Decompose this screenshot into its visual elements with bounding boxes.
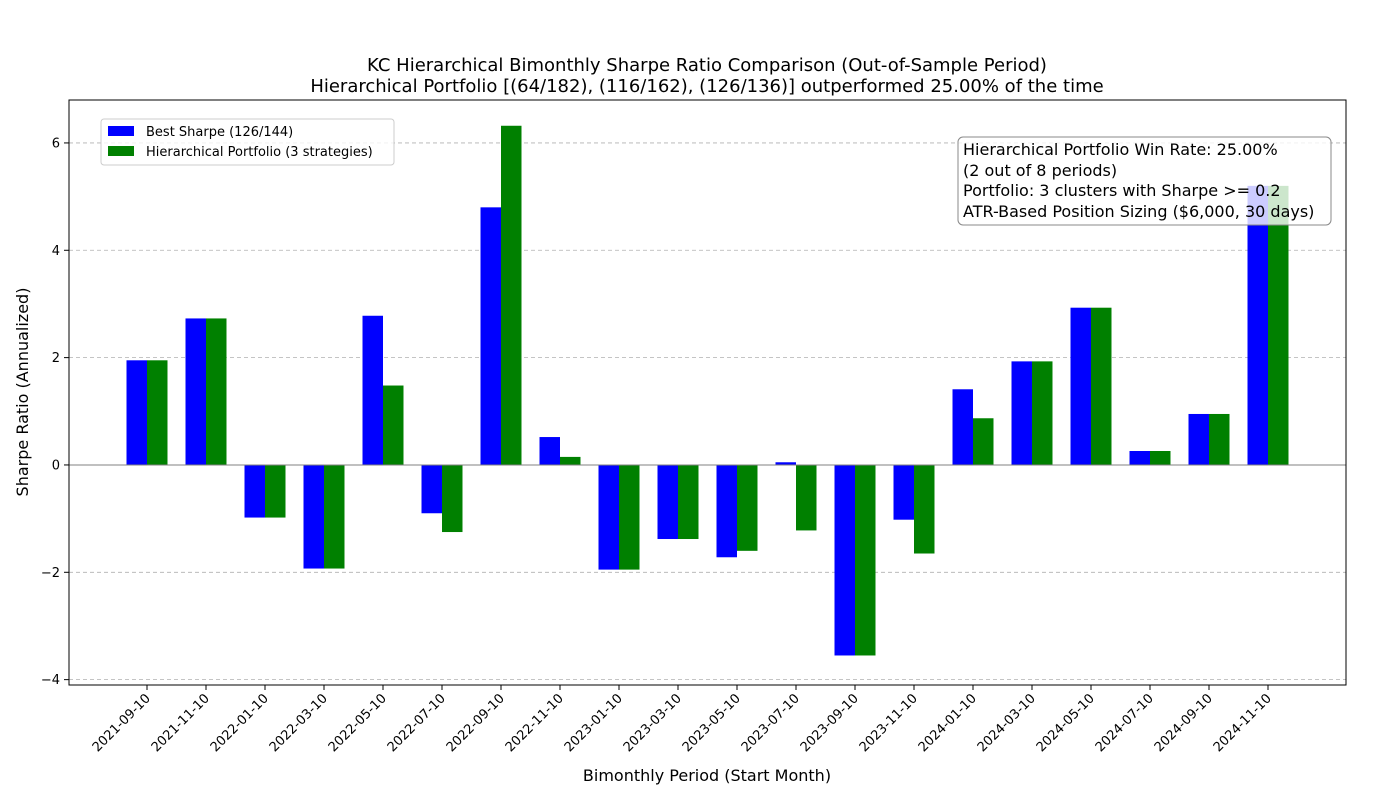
bar-hierarchical-portfolio-2022-05-10: [383, 385, 404, 465]
legend-swatch-best-sharpe: [108, 126, 134, 136]
y-tick-label: −2: [41, 566, 60, 581]
bar-hierarchical-portfolio-2022-09-10: [501, 125, 522, 465]
bar-best-sharpe-2023-05-10: [716, 464, 737, 558]
bar-best-sharpe-2024-05-10: [1070, 307, 1091, 465]
bar-best-sharpe-2024-09-10: [1188, 413, 1209, 465]
bar-best-sharpe-2023-03-10: [657, 464, 678, 540]
annotation-line-4: ATR-Based Position Sizing ($6,000, 30 da…: [963, 202, 1314, 221]
bar-hierarchical-portfolio-2024-09-10: [1209, 413, 1230, 465]
y-tick-label: 0: [52, 458, 60, 473]
annotation-line-3: Portfolio: 3 clusters with Sharpe >= 0.2: [963, 181, 1281, 200]
x-tick-label: 2022-09-10: [444, 691, 508, 755]
bar-best-sharpe-2024-01-10: [952, 389, 973, 465]
legend: Best Sharpe (126/144) Hierarchical Portf…: [100, 118, 395, 166]
bar-best-sharpe-2023-01-10: [598, 464, 619, 570]
bar-hierarchical-portfolio-2024-05-10: [1091, 307, 1112, 465]
bar-best-sharpe-2022-07-10: [421, 464, 442, 514]
x-tick-label: 2022-01-10: [208, 691, 272, 755]
annotation-line-1: Hierarchical Portfolio Win Rate: 25.00%: [963, 140, 1278, 159]
legend-swatch-hierarchical-portfolio: [108, 146, 134, 156]
bar-hierarchical-portfolio-2023-05-10: [737, 464, 758, 551]
bar-best-sharpe-2022-01-10: [244, 464, 265, 518]
y-axis-label: Sharpe Ratio (Annualized): [13, 288, 32, 497]
x-tick-label: 2021-11-10: [149, 691, 213, 755]
annotation-box: Hierarchical Portfolio Win Rate: 25.00% …: [957, 136, 1332, 226]
bar-hierarchical-portfolio-2021-11-10: [206, 318, 227, 465]
bar-best-sharpe-2022-11-10: [539, 437, 560, 465]
x-tick-label: 2023-09-10: [798, 691, 862, 755]
x-tick-label: 2023-11-10: [857, 691, 921, 755]
x-tick-label: 2022-05-10: [326, 691, 390, 755]
x-tick-label: 2023-05-10: [680, 691, 744, 755]
plot-area-frame: [68, 99, 1347, 686]
bar-hierarchical-portfolio-2022-03-10: [324, 464, 345, 569]
x-tick-label: 2024-03-10: [975, 691, 1039, 755]
annotation-background: [957, 136, 1332, 226]
x-tick-label: 2023-01-10: [562, 691, 626, 755]
x-axis-label: Bimonthly Period (Start Month): [583, 766, 831, 785]
y-tick-label: 4: [52, 244, 60, 259]
x-tick-label: 2022-11-10: [503, 691, 567, 755]
x-tick-label: 2024-11-10: [1211, 691, 1275, 755]
x-axis: 2021-09-102021-11-102022-01-102022-03-10…: [90, 685, 1275, 755]
legend-label-hierarchical-portfolio: Hierarchical Portfolio (3 strategies): [146, 145, 373, 160]
legend-box: [100, 118, 395, 166]
bar-best-sharpe-2024-03-10: [1011, 361, 1032, 465]
bar-hierarchical-portfolio-2024-03-10: [1032, 361, 1053, 465]
bar-hierarchical-portfolio-2023-09-10: [855, 464, 876, 656]
x-tick-label: 2022-03-10: [267, 691, 331, 755]
x-tick-label: 2024-07-10: [1093, 691, 1157, 755]
bar-hierarchical-portfolio-2024-01-10: [973, 418, 994, 465]
bar-best-sharpe-2022-09-10: [480, 207, 501, 465]
bar-best-sharpe-2021-09-10: [126, 360, 147, 465]
bar-best-sharpe-2023-11-10: [893, 464, 914, 520]
x-tick-label: 2024-05-10: [1034, 691, 1098, 755]
bar-hierarchical-portfolio-2023-03-10: [678, 464, 699, 540]
bar-best-sharpe-2022-05-10: [362, 315, 383, 465]
y-tick-label: 6: [52, 136, 60, 151]
annotation-line-2: (2 out of 8 periods): [963, 161, 1117, 180]
y-axis: −4 −2 0 2 4 6: [41, 136, 69, 688]
y-tick-label: −4: [41, 673, 60, 688]
x-tick-label: 2021-09-10: [90, 691, 154, 755]
x-tick-label: 2022-07-10: [385, 691, 449, 755]
bar-hierarchical-portfolio-2023-01-10: [619, 464, 640, 570]
bar-hierarchical-portfolio-2021-09-10: [147, 360, 168, 465]
bar-hierarchical-portfolio-2022-07-10: [442, 464, 463, 533]
bar-hierarchical-portfolio-2023-07-10: [796, 464, 817, 531]
bar-best-sharpe-2021-11-10: [185, 318, 206, 465]
y-tick-label: 2: [52, 351, 60, 366]
bar-hierarchical-portfolio-2023-11-10: [914, 464, 935, 554]
x-tick-label: 2024-09-10: [1152, 691, 1216, 755]
bar-hierarchical-portfolio-2022-01-10: [265, 464, 286, 518]
bar-best-sharpe-2023-09-10: [834, 464, 855, 656]
bar-hierarchical-portfolio-2024-11-10: [1268, 185, 1289, 465]
bar-best-sharpe-2024-11-10: [1247, 185, 1268, 465]
x-tick-label: 2023-03-10: [621, 691, 685, 755]
bars-layer: [126, 125, 1289, 656]
chart-title: KC Hierarchical Bimonthly Sharpe Ratio C…: [367, 55, 1047, 76]
bar-hierarchical-portfolio-2024-07-10: [1150, 451, 1171, 465]
bar-best-sharpe-2022-03-10: [303, 464, 324, 569]
bar-hierarchical-portfolio-2022-11-10: [560, 456, 581, 465]
bar-best-sharpe-2024-07-10: [1129, 451, 1150, 465]
bar-best-sharpe-2023-07-10: [775, 462, 796, 465]
legend-label-best-sharpe: Best Sharpe (126/144): [146, 125, 293, 140]
x-tick-label: 2023-07-10: [739, 691, 803, 755]
chart-subtitle: Hierarchical Portfolio [(64/182), (116/1…: [310, 76, 1103, 97]
x-tick-label: 2024-01-10: [916, 691, 980, 755]
